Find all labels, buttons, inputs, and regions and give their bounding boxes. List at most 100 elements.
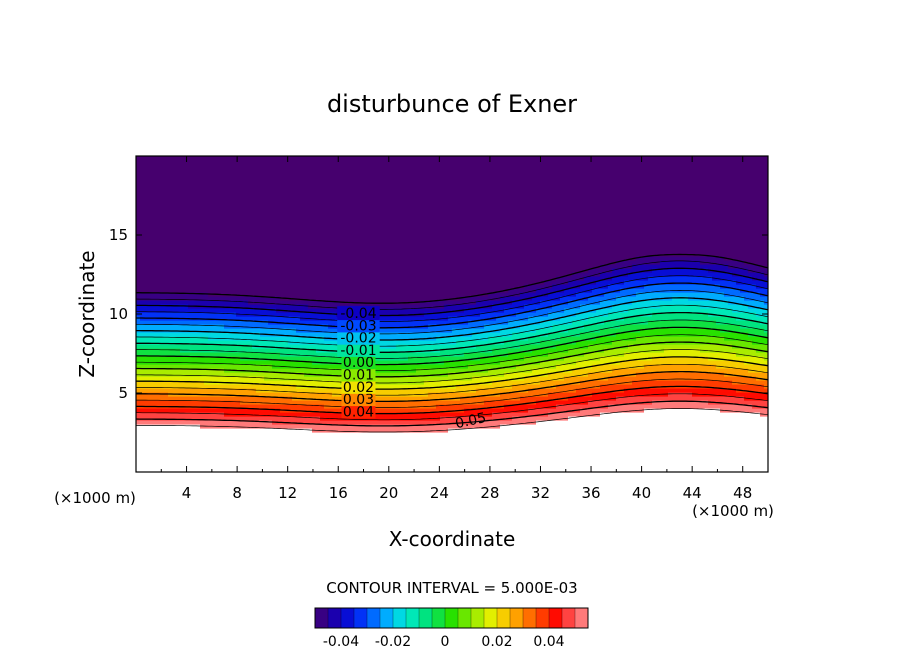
contour-fill-cell <box>272 348 277 353</box>
contour-fill-cell <box>288 224 293 229</box>
contour-fill-cell <box>136 260 141 265</box>
contour-fill-cell <box>200 368 205 373</box>
contour-fill-cell <box>212 364 217 369</box>
contour-fill-cell <box>240 200 245 205</box>
contour-fill-cell <box>296 420 301 425</box>
contour-fill-cell <box>280 268 285 273</box>
contour-fill-cell <box>312 368 317 373</box>
contour-fill-cell <box>224 468 229 472</box>
contour-fill-cell <box>152 308 157 313</box>
contour-fill-cell <box>204 160 209 165</box>
contour-fill-cell <box>160 192 165 197</box>
contour-fill-cell <box>388 464 393 469</box>
contour-fill-cell <box>220 200 225 205</box>
contour-fill-cell <box>348 260 353 265</box>
contour-fill-cell <box>376 284 381 289</box>
contour-fill-cell <box>252 224 257 229</box>
contour-fill-cell <box>324 460 329 465</box>
contour-fill-cell <box>296 252 301 257</box>
contour-fill-cell <box>356 236 361 241</box>
contour-fill-cell <box>136 284 141 289</box>
contour-fill-cell <box>248 464 253 469</box>
contour-fill-cell <box>168 268 173 273</box>
contour-fill-cell <box>212 188 217 193</box>
contour-fill-cell <box>152 168 157 173</box>
contour-fill-cell <box>208 288 213 293</box>
contour-fill-cell <box>240 444 245 449</box>
contour-fill-cell <box>256 192 261 197</box>
contour-fill-cell <box>244 380 249 385</box>
contour-fill-cell <box>256 400 261 405</box>
contour-fill-cell <box>288 440 293 445</box>
contour-fill-cell <box>340 224 345 229</box>
contour-fill-cell <box>264 172 269 177</box>
contour-fill-cell <box>192 236 197 241</box>
contour-fill-cell <box>268 288 273 293</box>
contour-fill-cell <box>260 280 265 285</box>
contour-fill-cell <box>356 424 361 429</box>
contour-fill-cell <box>376 268 381 273</box>
contour-fill-cell <box>312 216 317 221</box>
contour-fill-cell <box>276 192 281 197</box>
contour-fill-cell <box>284 180 289 185</box>
contour-fill-cell <box>276 176 281 181</box>
contour-fill-cell <box>336 420 341 425</box>
contour-fill-cell <box>316 200 321 205</box>
contour-fill-cell <box>176 224 181 229</box>
contour-fill-cell <box>224 280 229 285</box>
contour-fill-cell <box>196 320 201 325</box>
contour-fill-cell <box>172 340 177 345</box>
contour-fill-cell <box>376 444 381 449</box>
contour-fill-cell <box>320 252 325 257</box>
contour-fill-cell <box>180 460 185 465</box>
contour-fill-cell <box>256 444 261 449</box>
contour-fill-cell <box>144 220 149 225</box>
contour-fill-cell <box>300 412 305 417</box>
contour-fill-cell <box>348 208 353 213</box>
contour-fill-cell <box>304 164 309 169</box>
contour-fill-cell <box>340 240 345 245</box>
contour-fill-cell <box>240 224 245 229</box>
contour-fill-cell <box>156 440 161 445</box>
contour-fill-cell <box>192 228 197 233</box>
contour-fill-cell <box>264 384 269 389</box>
contour-fill-cell <box>296 208 301 213</box>
contour-fill-cell <box>336 388 341 393</box>
contour-fill-cell <box>164 156 169 161</box>
contour-fill-cell <box>208 312 213 317</box>
contour-fill-cell <box>164 208 169 213</box>
contour-fill-cell <box>236 156 241 161</box>
contour-fill-cell <box>264 460 269 465</box>
contour-fill-cell <box>344 216 349 221</box>
contour-fill-cell <box>344 460 349 465</box>
contour-fill-cell <box>324 204 329 209</box>
contour-fill-cell <box>232 228 237 233</box>
contour-fill-cell <box>200 180 205 185</box>
contour-fill-cell <box>300 356 305 361</box>
contour-fill-cell <box>180 272 185 277</box>
contour-fill-cell <box>188 368 193 373</box>
contour-fill-cell <box>280 404 285 409</box>
contour-fill-cell <box>224 416 229 421</box>
contour-fill-cell <box>228 184 233 189</box>
contour-fill-cell <box>272 436 277 441</box>
contour-fill-cell <box>388 392 393 397</box>
contour-fill-cell <box>252 428 257 433</box>
contour-fill-cell <box>244 432 249 437</box>
contour-fill-cell <box>360 180 365 185</box>
contour-fill-cell <box>360 240 365 245</box>
contour-fill-cell <box>168 264 173 269</box>
contour-fill-cell <box>260 284 265 289</box>
contour-fill-cell <box>264 240 269 245</box>
contour-fill-cell <box>192 156 197 161</box>
contour-fill-cell <box>200 468 205 472</box>
contour-fill-cell <box>148 464 153 469</box>
contour-fill-cell <box>180 360 185 365</box>
contour-fill-cell <box>288 180 293 185</box>
contour-fill-cell <box>216 244 221 249</box>
contour-fill-cell <box>220 384 225 389</box>
contour-fill-cell <box>372 212 377 217</box>
contour-fill-cell <box>316 280 321 285</box>
contour-fill-cell <box>372 260 377 265</box>
contour-fill-cell <box>356 160 361 165</box>
